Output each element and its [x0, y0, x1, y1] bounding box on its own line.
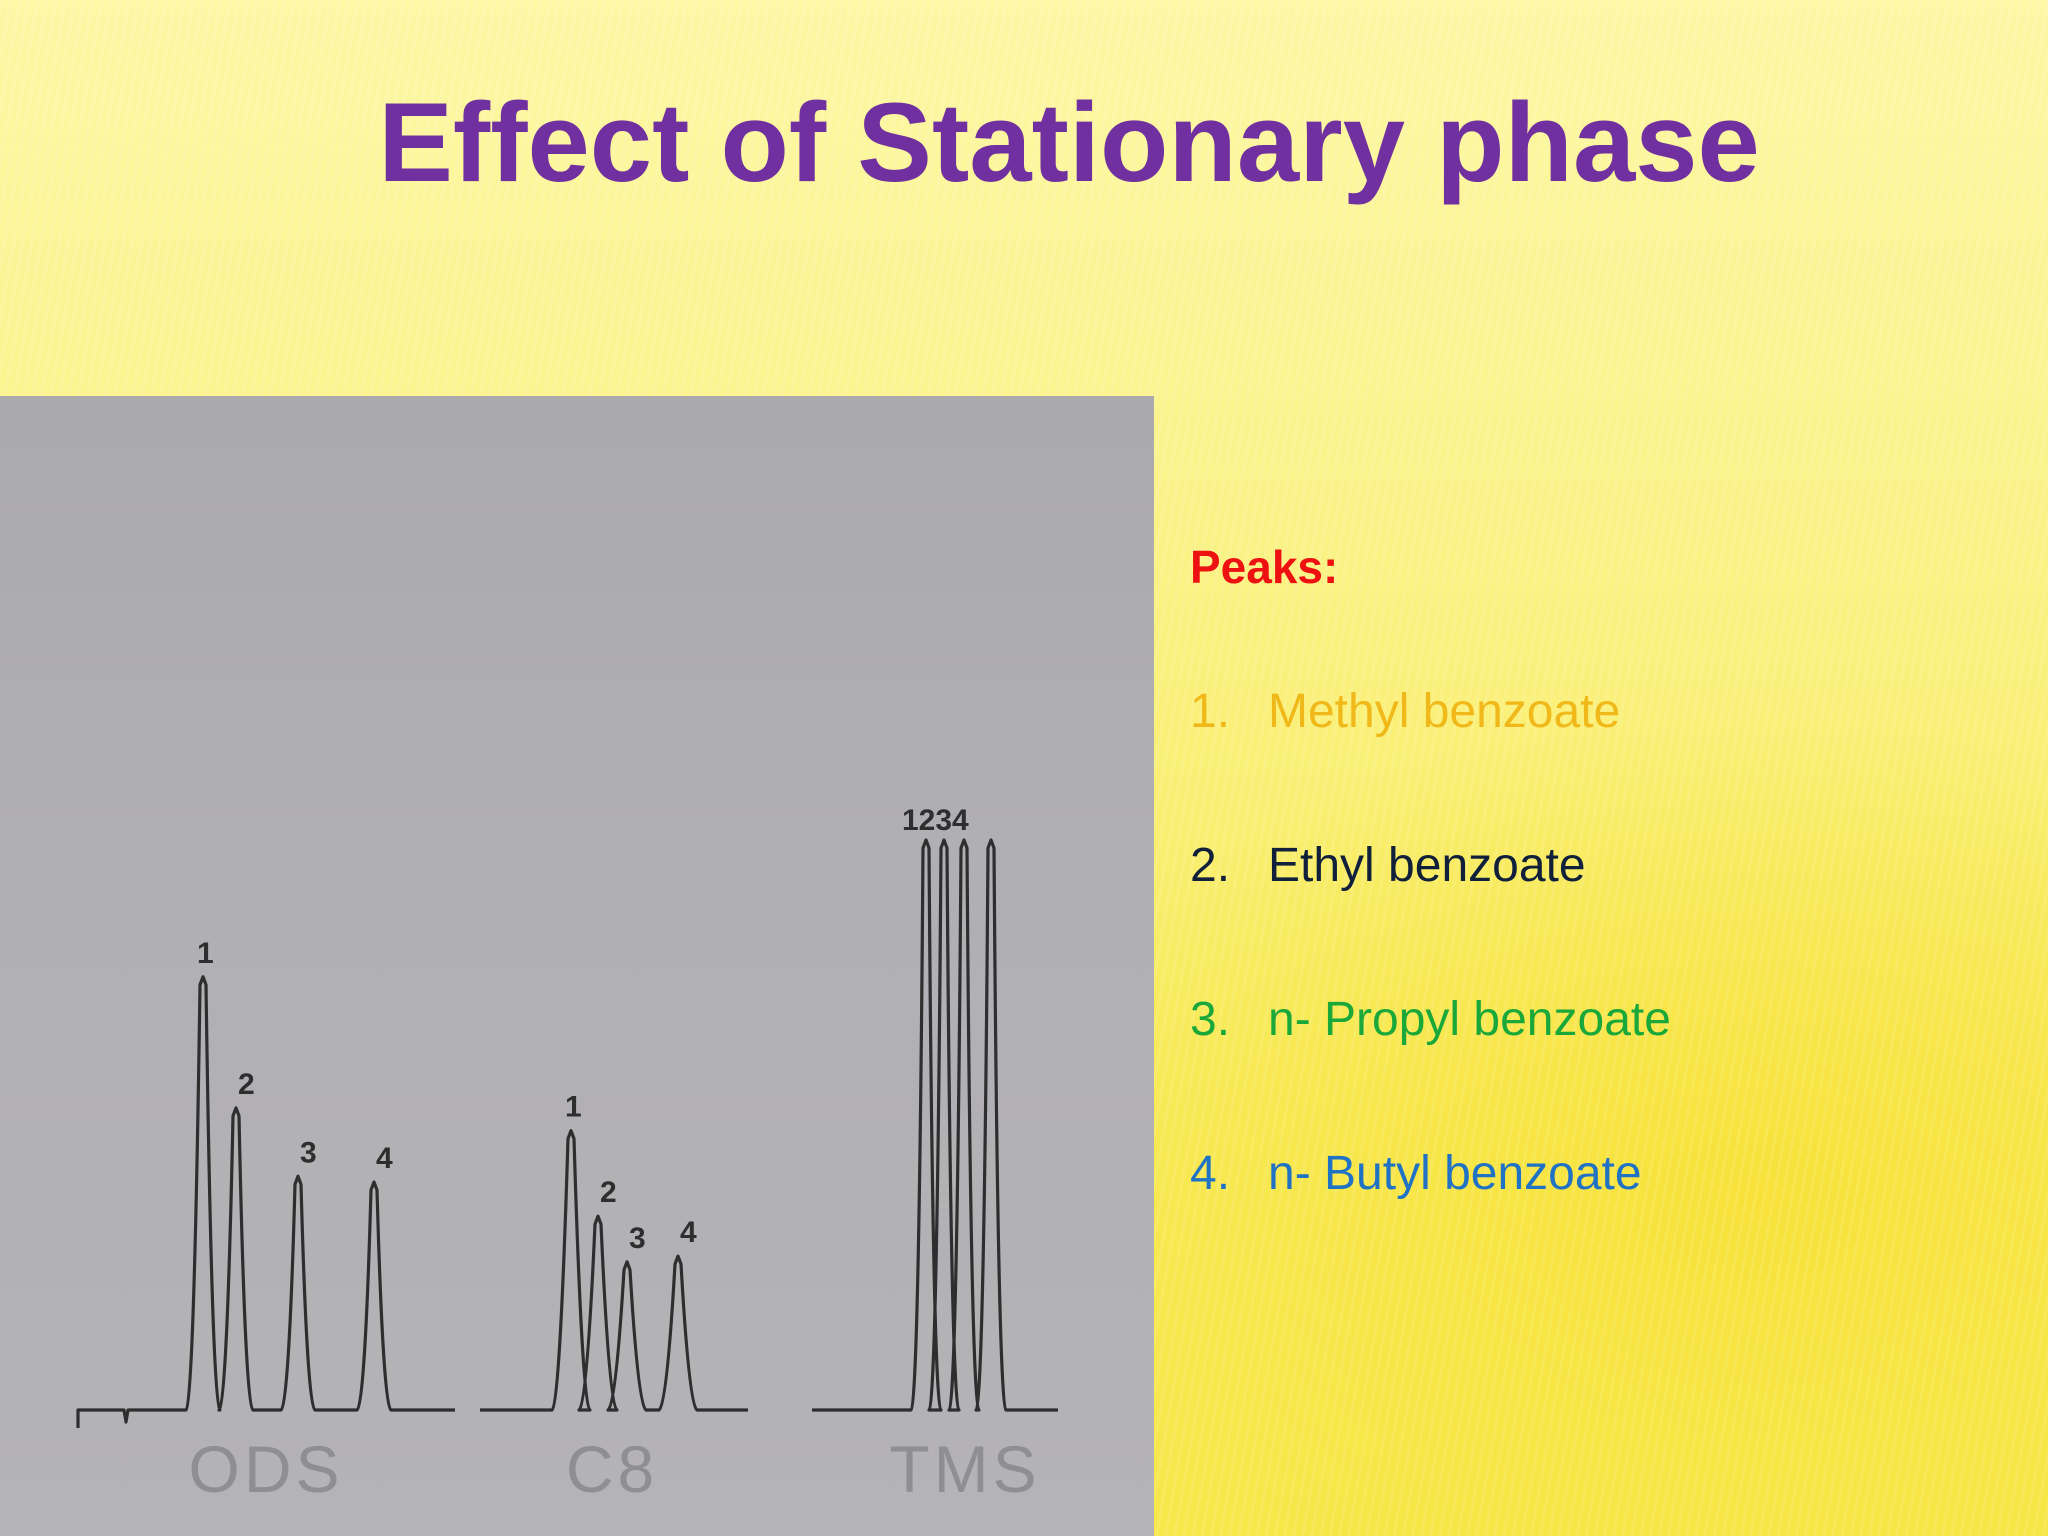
legend-number: 4.	[1190, 1147, 1231, 1200]
legend-item-2: 2. Ethyl benzoate	[1190, 838, 2010, 992]
chromatogram-trace-TMS	[812, 838, 1058, 1412]
legend-label: Ethyl benzoate	[1268, 839, 1586, 892]
peak-label: 3	[629, 1222, 646, 1255]
chromatogram-figure: 1 2 3 4 ODS 1 2 3 4 C8 1234 TMS	[0, 396, 1154, 1536]
peak-label: 4	[680, 1216, 697, 1249]
panel-label-TMS: TMS	[889, 1432, 1040, 1506]
chromatogram-trace-ODS	[76, 975, 455, 1428]
peak-label: 3	[300, 1136, 317, 1169]
peaks-list: 1. Methyl benzoate 2. Ethyl benzoate 3. n- …	[1190, 684, 2010, 1300]
legend-label: n- Butyl benzoate	[1268, 1147, 1642, 1200]
peak-label: 1234	[902, 804, 969, 837]
slide-title: Effect of Stationary phase	[378, 80, 1760, 205]
legend-item-3: 3. n- Propyl benzoate	[1190, 992, 2010, 1146]
panel-label-ODS: ODS	[188, 1432, 343, 1506]
peaks-legend: Peaks: 1. Methyl benzoate 2. Ethyl benzoat…	[1190, 540, 2010, 1300]
legend-label: Methyl benzoate	[1268, 685, 1621, 738]
chromatogram-trace-C8	[480, 1129, 748, 1412]
peak-label: 1	[565, 1091, 582, 1124]
legend-label: n- Propyl benzoate	[1268, 993, 1671, 1046]
peak-label: 1	[197, 937, 214, 970]
panel-label-C8: C8	[566, 1432, 658, 1506]
peak-label: 2	[238, 1068, 255, 1101]
peak-label: 2	[600, 1176, 617, 1209]
peak-label: 4	[376, 1142, 393, 1175]
legend-heading: Peaks:	[1190, 541, 1339, 593]
legend-number: 2.	[1190, 839, 1231, 892]
legend-number: 3.	[1190, 993, 1231, 1046]
legend-item-1: 1. Methyl benzoate	[1190, 684, 2010, 838]
legend-item-4: 4. n- Butyl benzoate	[1190, 1146, 2010, 1300]
legend-number: 1.	[1190, 685, 1231, 738]
